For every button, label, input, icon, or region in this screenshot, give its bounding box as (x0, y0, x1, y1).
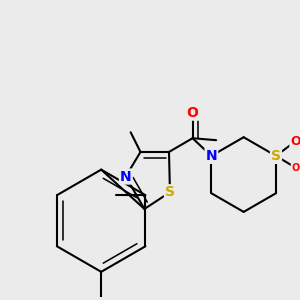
Text: S: S (271, 149, 281, 163)
Text: N: N (206, 149, 217, 163)
Text: O: O (292, 163, 300, 173)
Text: O: O (187, 106, 199, 120)
Text: O: O (290, 135, 300, 148)
Text: S: S (165, 185, 175, 199)
Text: N: N (120, 169, 132, 184)
